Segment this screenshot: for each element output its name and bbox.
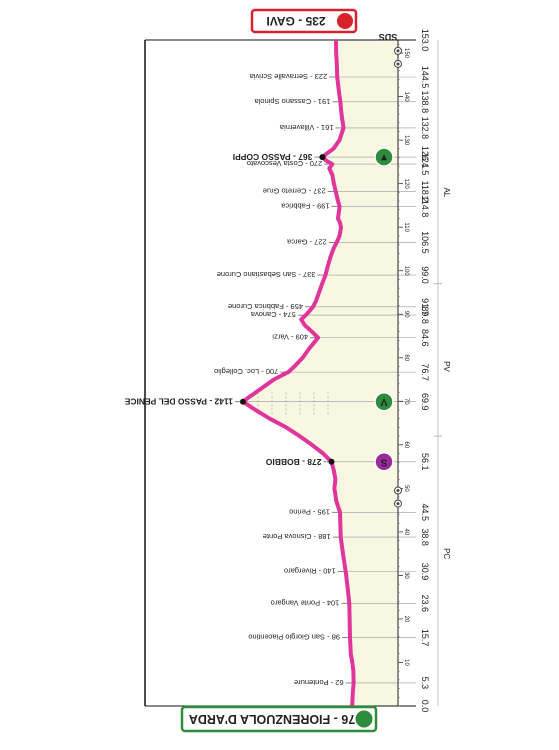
km-marker-label: 0.0 [420,700,430,713]
km-tick-label: 70 [403,398,409,405]
place-label: 199 - Fabbrica [280,201,329,210]
km-marker-label: 23.6 [420,595,430,613]
km-marker-label: 124.5 [420,153,430,176]
place-label: 188 - Cisnova Ponte [263,532,331,541]
sds-axis-label: SDS [379,32,398,42]
climb-summit-dot [328,458,335,465]
km-marker-label: 5.3 [420,677,430,690]
elevation-profile-line [241,39,356,707]
km-marker-label: 44.5 [420,504,430,522]
km-tick-label: 150 [403,48,409,59]
km-marker-label: 84.6 [420,329,430,347]
km-marker-label: 138.8 [420,91,430,114]
place-label: 161 - Villavernia [279,123,333,132]
km-tick-label: 40 [403,529,409,536]
place-label: 140 - Rivergaro [284,567,336,576]
place-label: 98 - San Giorgio Piacentino [248,633,340,642]
place-label: 104 - Ponte Vangaro [271,598,340,607]
km-tick-label: 60 [403,441,409,448]
km-marker-label: 30.9 [420,563,430,581]
km-tick-label: 10 [403,659,409,666]
service-point-icon-dot [396,62,400,66]
km-tick-label: 140 [403,92,409,103]
place-label: 459 - Fabbrica Curone [228,302,303,311]
place-label: 1142 - PASSO DEL PENICE [124,397,233,407]
km-marker-label: 69.9 [420,393,430,411]
km-marker-label: 132.8 [420,117,430,140]
region-label: PV [442,361,451,372]
checkpoint-badge-label: ▼ [379,152,389,163]
place-label: 270 - Costa Vescovato [247,159,322,168]
finish-flag-icon [337,13,353,29]
checkpoint-badge [374,452,394,472]
place-label: 191 - Cassano Spinola [254,97,331,106]
km-tick-label: 80 [403,354,409,361]
km-tick-label: 130 [403,135,409,146]
km-marker-label: 76.7 [420,363,430,381]
km-marker-label: 38.8 [420,528,430,546]
service-point-icon-dot [396,489,400,493]
km-marker-label: 144.5 [420,66,430,89]
checkpoint-badge-label: S [380,456,387,467]
km-marker-label: 114.8 [420,195,430,217]
start-label: 76 - FIORENZUOLA D'ARDA [189,712,355,726]
km-tick-label: 50 [403,485,409,492]
km-marker-label: 56.1 [420,453,430,471]
km-tick-label: 20 [403,616,409,623]
checkpoint-badge [374,391,394,412]
place-label: 237 - Cerreto Grue [263,187,326,196]
km-marker-label: 15.7 [420,629,430,647]
start-label-box [180,705,378,733]
place-label: 700 - Loc. Colleglio [214,367,278,376]
finish-label: 235 - GAVI [266,14,325,28]
climb-summit-dot [240,398,246,405]
place-label: 278 - BOBBIO [265,457,321,467]
km-tick-label: 30 [403,572,409,579]
place-label: 337 - San Sebastiano Curone [217,270,316,279]
place-label: 227 - Garca [286,237,326,246]
km-marker-label: 153.0 [420,29,430,52]
km-tick-label: 90 [403,311,409,318]
climb-summit-dot [319,154,326,161]
place-label: 574 - Canova [250,310,296,319]
km-tick-label: 120 [403,179,409,190]
region-label: AL [442,187,451,197]
place-label: 409 - Varzi [272,333,308,342]
start-flag-icon [355,710,373,728]
km-marker-label: 126.1 [420,146,430,169]
km-marker-label: 118.2 [420,181,430,203]
km-marker-label: 106.5 [420,231,430,254]
region-label: PC [442,548,451,559]
checkpoint-badge-label: V [380,396,387,407]
km-marker-label: 89.8 [420,306,430,324]
finish-label-box [250,8,358,34]
service-point-icon-dot [396,49,400,53]
place-label: 62 - Pontenure [294,678,344,687]
checkpoint-badge [374,147,394,167]
km-tick-label: 100 [403,266,409,277]
service-point-icon-dot [396,502,400,506]
place-label: 195 - Perino [289,507,330,516]
place-label: 223 - Serravalle Scrivia [249,72,327,81]
km-marker-label: 99.0 [420,266,430,284]
place-label: 367 - PASSO COPPI [233,152,313,162]
km-marker-label: 91.7 [420,298,430,316]
km-tick-label: 110 [403,222,409,232]
